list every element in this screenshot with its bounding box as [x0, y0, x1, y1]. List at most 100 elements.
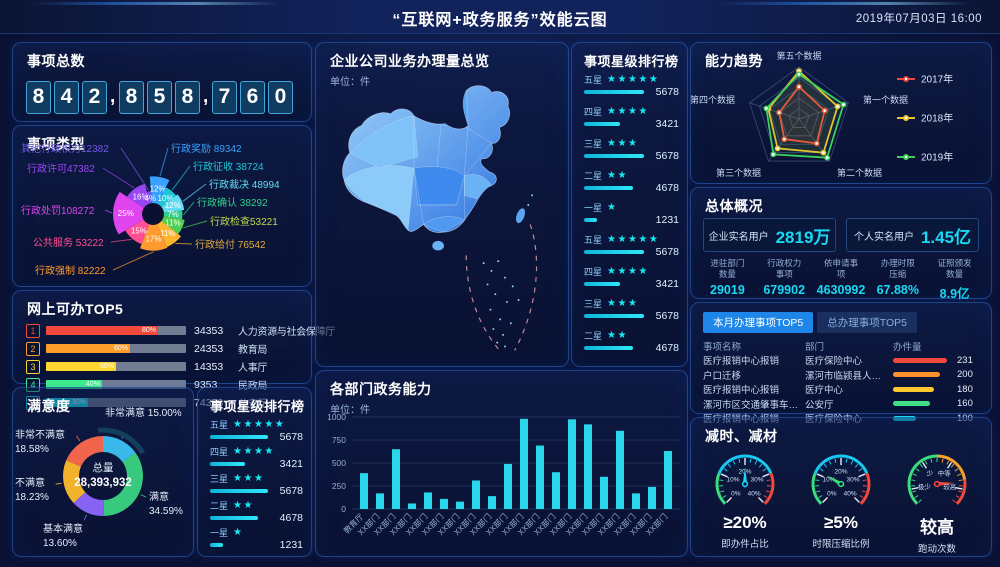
- star-icons: ★★★★★: [607, 234, 660, 245]
- top5-bar-track: [893, 357, 949, 363]
- svg-text:10%: 10%: [158, 194, 174, 203]
- star-rank-row: 四星 ★★★★ 3421: [584, 265, 679, 291]
- digit-box: 7: [212, 80, 237, 114]
- star-rank-row-top: 二星 ★★: [584, 169, 679, 182]
- top5-value: 180: [957, 383, 973, 395]
- svg-text:第一个数据: 第一个数据: [863, 94, 908, 105]
- online-top5-row: 1 80% 34353 人力资源与社会保障厅: [26, 323, 335, 338]
- page-title: “互联网+政务服务”效能云图: [392, 12, 608, 29]
- top5-bar: [893, 372, 940, 378]
- panel-online-top5: 网上可办TOP5 1 80% 34353 人力资源与社会保障厅 2 60% 24353 教育局…: [12, 290, 335, 410]
- dept-unit-label: 单位：件: [330, 405, 370, 416]
- china-map[interactable]: [320, 79, 564, 362]
- star-rank-label: 四星: [584, 267, 603, 277]
- star-rank-bar: [210, 516, 258, 520]
- rank-badge: 1: [26, 323, 40, 338]
- digit-box: 0: [268, 80, 293, 114]
- gauges-row: 0%10%20%30%40%≥20%即办件占比0%10%20%30%40%≥5%…: [697, 444, 985, 555]
- star-rank-label: 四星: [210, 447, 229, 457]
- star-rank-row-bottom: 3421: [584, 118, 679, 130]
- header-decoration: [30, 2, 280, 5]
- star-rank-row-top: 一星 ★: [584, 201, 679, 214]
- overview-stat: 行政权力 事项 679902: [756, 258, 813, 302]
- star-rank-row: 二星 ★★ 4678: [210, 499, 303, 524]
- panel-reduce-time-material: 减时、减材 0%10%20%30%40%≥20%即办件占比0%10%20%30%…: [690, 417, 992, 557]
- overview-stat-value: 29019: [710, 283, 745, 297]
- svg-text:公共服务 53222: 公共服务 53222: [33, 236, 104, 249]
- svg-text:13.60%: 13.60%: [43, 538, 77, 549]
- progress-track: 60%: [46, 344, 186, 353]
- star-rank-value: 5678: [655, 150, 679, 162]
- gauge: 0% 10% 20% 30% 40% ≥5% 时限压缩比例: [793, 444, 889, 555]
- top5-bar-track: [893, 401, 949, 407]
- svg-text:第四个数据: 第四个数据: [691, 94, 735, 105]
- overview-stats-row: 进驻部门 数量 29019 行政权力 事项 679902 依申请事项 4630992 办理时限压…: [699, 258, 983, 302]
- top5-column-header: 事项名称: [703, 342, 742, 353]
- svg-text:行政奖励 89342: 行政奖励 89342: [171, 142, 242, 155]
- online-top5-dept: 教育局: [238, 345, 268, 356]
- star-rank-value: 3421: [279, 458, 303, 470]
- top5-table-row: 漯河市区交通肇事车辆后续处...公安厅 160: [703, 397, 981, 412]
- svg-text:中等: 中等: [938, 469, 952, 478]
- dept-capability-title: 各部门政务能力: [330, 381, 432, 397]
- overview-stat-label: 证照颁发 数量: [937, 258, 972, 280]
- star-rank-bar: [584, 186, 633, 190]
- star-rank-map-title: 事项星级排行榜: [584, 54, 679, 69]
- top5-bar-cell: 231: [893, 355, 981, 366]
- overview-stat-value: 679902: [763, 283, 806, 297]
- star-rank-row-top: 五星 ★★★★★: [210, 418, 303, 431]
- star-rank-row-top: 四星 ★★★★: [584, 265, 679, 278]
- svg-text:25%: 25%: [118, 209, 134, 218]
- overview-stat-label: 办理时限 压缩: [880, 258, 915, 280]
- star-icons: ★★★★: [607, 106, 649, 117]
- panel-item-types: 事项类型 12% 行政奖励 89342 10% 行政征收 38724 12% 行政裁决 4…: [12, 125, 312, 287]
- star-icons: ★★★: [607, 138, 639, 149]
- star-rank-map-list[interactable]: 五星 ★★★★★ 5678 四星 ★★★★ 3421 三星 ★★★ 5678 二星 ★★ 4678 一星…: [584, 73, 679, 360]
- panel-top5-table: 本月办理事项TOP5 总办理事项TOP5 事项名称 部门 办件量 医疗报销中心报销医…: [690, 302, 992, 425]
- top5-bar: [893, 357, 947, 363]
- digit-box: 2: [82, 80, 107, 114]
- gauge-value: ≥5%: [824, 513, 858, 532]
- star-rank-row-bottom: 1231: [210, 539, 303, 551]
- star-rank-row: 三星 ★★★ 5678: [584, 297, 679, 323]
- svg-text:0: 0: [341, 504, 346, 514]
- star-rank-row-top: 四星 ★★★★: [584, 105, 679, 118]
- tab-month-top5[interactable]: 本月办理事项TOP5: [703, 312, 814, 333]
- gauge-value: 较高: [920, 518, 954, 537]
- svg-text:250: 250: [332, 481, 346, 491]
- star-rank-row-bottom: 3421: [210, 458, 303, 470]
- tab-total-top5[interactable]: 总办理事项TOP5: [817, 312, 917, 333]
- capability-trend-title: 能力趋势: [705, 53, 763, 69]
- svg-text:非常不满意: 非常不满意: [15, 428, 65, 441]
- panel-star-rank-map: 事项星级排行榜 五星 ★★★★★ 5678 四星 ★★★★ 3421 三星 ★★★ 5678 二星…: [571, 42, 688, 367]
- svg-text:11%: 11%: [165, 219, 180, 228]
- star-rank-row-bottom: 3421: [584, 278, 679, 290]
- svg-text:0%: 0%: [827, 491, 837, 498]
- star-rank-label: 四星: [584, 107, 603, 117]
- rank-badge: 2: [26, 341, 40, 356]
- svg-text:2017年: 2017年: [921, 73, 953, 86]
- overview-highlight-box: 个人实名用户 1.45亿: [846, 218, 979, 252]
- star-rank-small-list: 五星 ★★★★★ 5678 四星 ★★★★ 3421 三星 ★★★ 5678 二星 ★★ 4678 一星…: [210, 418, 303, 553]
- overview-stat-label: 依申请事项: [823, 258, 858, 280]
- online-top5-value: 24353: [194, 342, 224, 355]
- top5-value: 160: [957, 398, 973, 410]
- svg-text:34.59%: 34.59%: [149, 506, 183, 517]
- top5-item-dept: 漯河市临颍县人民社保...: [805, 370, 893, 382]
- gauge-dial: 0% 10%20%30% 40%: [811, 454, 871, 505]
- star-rank-label: 五星: [584, 75, 603, 85]
- star-rank-bar: [584, 346, 633, 350]
- item-types-title: 事项类型: [27, 136, 85, 152]
- overview-stat-value: 4630992: [816, 283, 866, 297]
- svg-text:20%: 20%: [834, 469, 847, 476]
- svg-text:行政给付 76542: 行政给付 76542: [195, 238, 266, 251]
- svg-text:少: 少: [927, 470, 934, 478]
- top5-table-header: 事项名称 部门 办件量: [703, 339, 981, 353]
- overview-box-label: 企业实名用户: [708, 231, 769, 243]
- svg-text:第三个数据: 第三个数据: [716, 167, 761, 178]
- star-rank-label: 五星: [210, 420, 229, 430]
- star-rank-row-bottom: 5678: [210, 485, 303, 497]
